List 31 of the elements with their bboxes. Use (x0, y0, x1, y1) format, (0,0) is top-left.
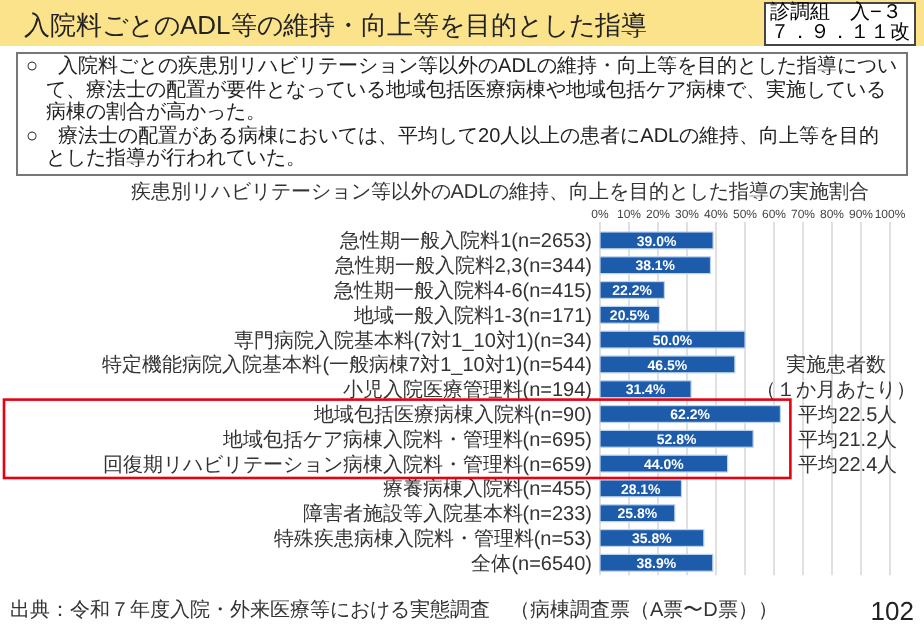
y-tick-label: 全体(n=6540) (471, 551, 592, 576)
y-tick-label: 特定機能病院入院基本料(一般病棟7対1_10対1)(n=544) (102, 353, 592, 378)
text: 102 (870, 596, 914, 626)
y-tick-label: 療養病棟入院料(n=455) (382, 477, 592, 502)
bar (599, 429, 754, 448)
bar (599, 330, 746, 349)
y-tick-label: 特殊疾患病棟入院料・管理料(n=53) (273, 527, 592, 551)
y-tick-label: 地域包括ケア病棟入院料・管理料(n=695) (220, 427, 592, 452)
text: ７．９．１１改 (770, 22, 910, 44)
bar (599, 405, 781, 423)
text: ○ 療法士の配置がある病棟においては、平均して20人以上の患者にADLの維持、向上等を目的とした指導が行われていた。 (26, 125, 882, 171)
y-tick-label: 地域包括医療病棟入院料(n=90) (311, 403, 592, 427)
y-tick-label: 回復期リハビリテーション病棟入院料・管理料(n=659) (102, 452, 592, 477)
chart-subtitle: 疾患別リハビリテーション等以外のADLの維持、向上を目的とした指導の実施割合 (130, 180, 870, 204)
annotation: （１か月あたり） (756, 380, 916, 403)
y-tick-label: 専門病院入院基本料(7対1_10対1)(n=34) (233, 328, 592, 353)
text: 入院料ごとのADL等の維持・向上等を目的とした指導 (24, 8, 647, 44)
annotation: 平均22.4人 (798, 452, 898, 477)
y-tick-label: 地域一般入院料1-3(n=171) (351, 303, 592, 328)
y-tick-label: 小児入院医療管理料(n=194) (342, 378, 592, 403)
annotation: 平均21.2人 (798, 427, 898, 452)
annotation: 平均22.5人 (798, 403, 898, 427)
text: 診調組 入−３ (770, 2, 902, 24)
annotation: 実施患者数 (786, 353, 886, 378)
y-tick-label: 急性期一般入院料2,3(n=344) (332, 254, 592, 279)
y-tick-label: 急性期一般入院料4-6(n=415) (331, 279, 592, 303)
y-tick-label: 急性期一般入院料1(n=2653) (338, 229, 592, 254)
source-note: 出典：令和７年度入院・外来医療等における実態調査 （病棟調査票（A票〜D票）） (10, 598, 778, 622)
y-tick-label: 障害者施設等入院基本料(n=233) (302, 502, 592, 527)
text: ○ 入院料ごとの疾患別リハビリテーション等以外のADLの維持・向上等を目的とした指導について、療法士の配置が要件となっている地域包括医療病棟や地域包括ケア病棟で、実施している病棟の割合が高かった。 (26, 56, 898, 125)
bar (599, 355, 736, 374)
